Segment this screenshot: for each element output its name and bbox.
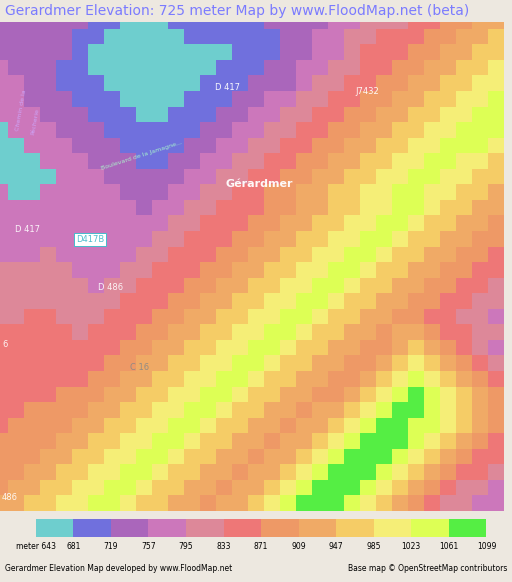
Text: Pêcherie: Pêcherie [30,108,39,135]
Text: 486: 486 [2,493,18,502]
Text: D417B: D417B [76,235,104,244]
Bar [374,519,411,537]
Text: C 16: C 16 [130,363,149,372]
Text: D 417: D 417 [215,83,240,92]
Text: 681: 681 [66,542,80,551]
Text: 757: 757 [141,542,156,551]
Text: 947: 947 [329,542,344,551]
Text: 833: 833 [217,542,231,551]
Text: 909: 909 [291,542,306,551]
Bar [36,519,73,537]
Text: D 486: D 486 [98,283,123,292]
Bar [73,519,111,537]
Text: J7432: J7432 [355,87,379,96]
Text: D 417: D 417 [15,225,40,234]
Text: Gérardmer: Gérardmer [225,179,292,189]
Bar [111,519,148,537]
Text: 795: 795 [179,542,194,551]
Bar [261,519,298,537]
Bar [148,519,186,537]
Bar [298,519,336,537]
Text: Gerardmer Elevation: 725 meter Map by www.FloodMap.net (beta): Gerardmer Elevation: 725 meter Map by ww… [5,4,470,18]
Text: Gerardmer Elevation Map developed by www.FloodMap.net: Gerardmer Elevation Map developed by www… [5,564,232,573]
Bar [449,519,486,537]
Text: 1023: 1023 [402,542,421,551]
Text: 871: 871 [254,542,268,551]
Text: meter 643: meter 643 [16,542,56,551]
Text: Boulevard de la Jamagne...: Boulevard de la Jamagne... [100,140,182,171]
Text: 1061: 1061 [439,542,458,551]
Bar [186,519,224,537]
Text: 719: 719 [104,542,118,551]
Bar [336,519,374,537]
Text: 985: 985 [367,542,381,551]
Bar [411,519,449,537]
Text: 6: 6 [2,340,7,349]
Text: Base map © OpenStreetMap contributors: Base map © OpenStreetMap contributors [348,564,507,573]
Bar [224,519,261,537]
Text: Chemin de la: Chemin de la [15,89,27,131]
Text: 1099: 1099 [477,542,496,551]
